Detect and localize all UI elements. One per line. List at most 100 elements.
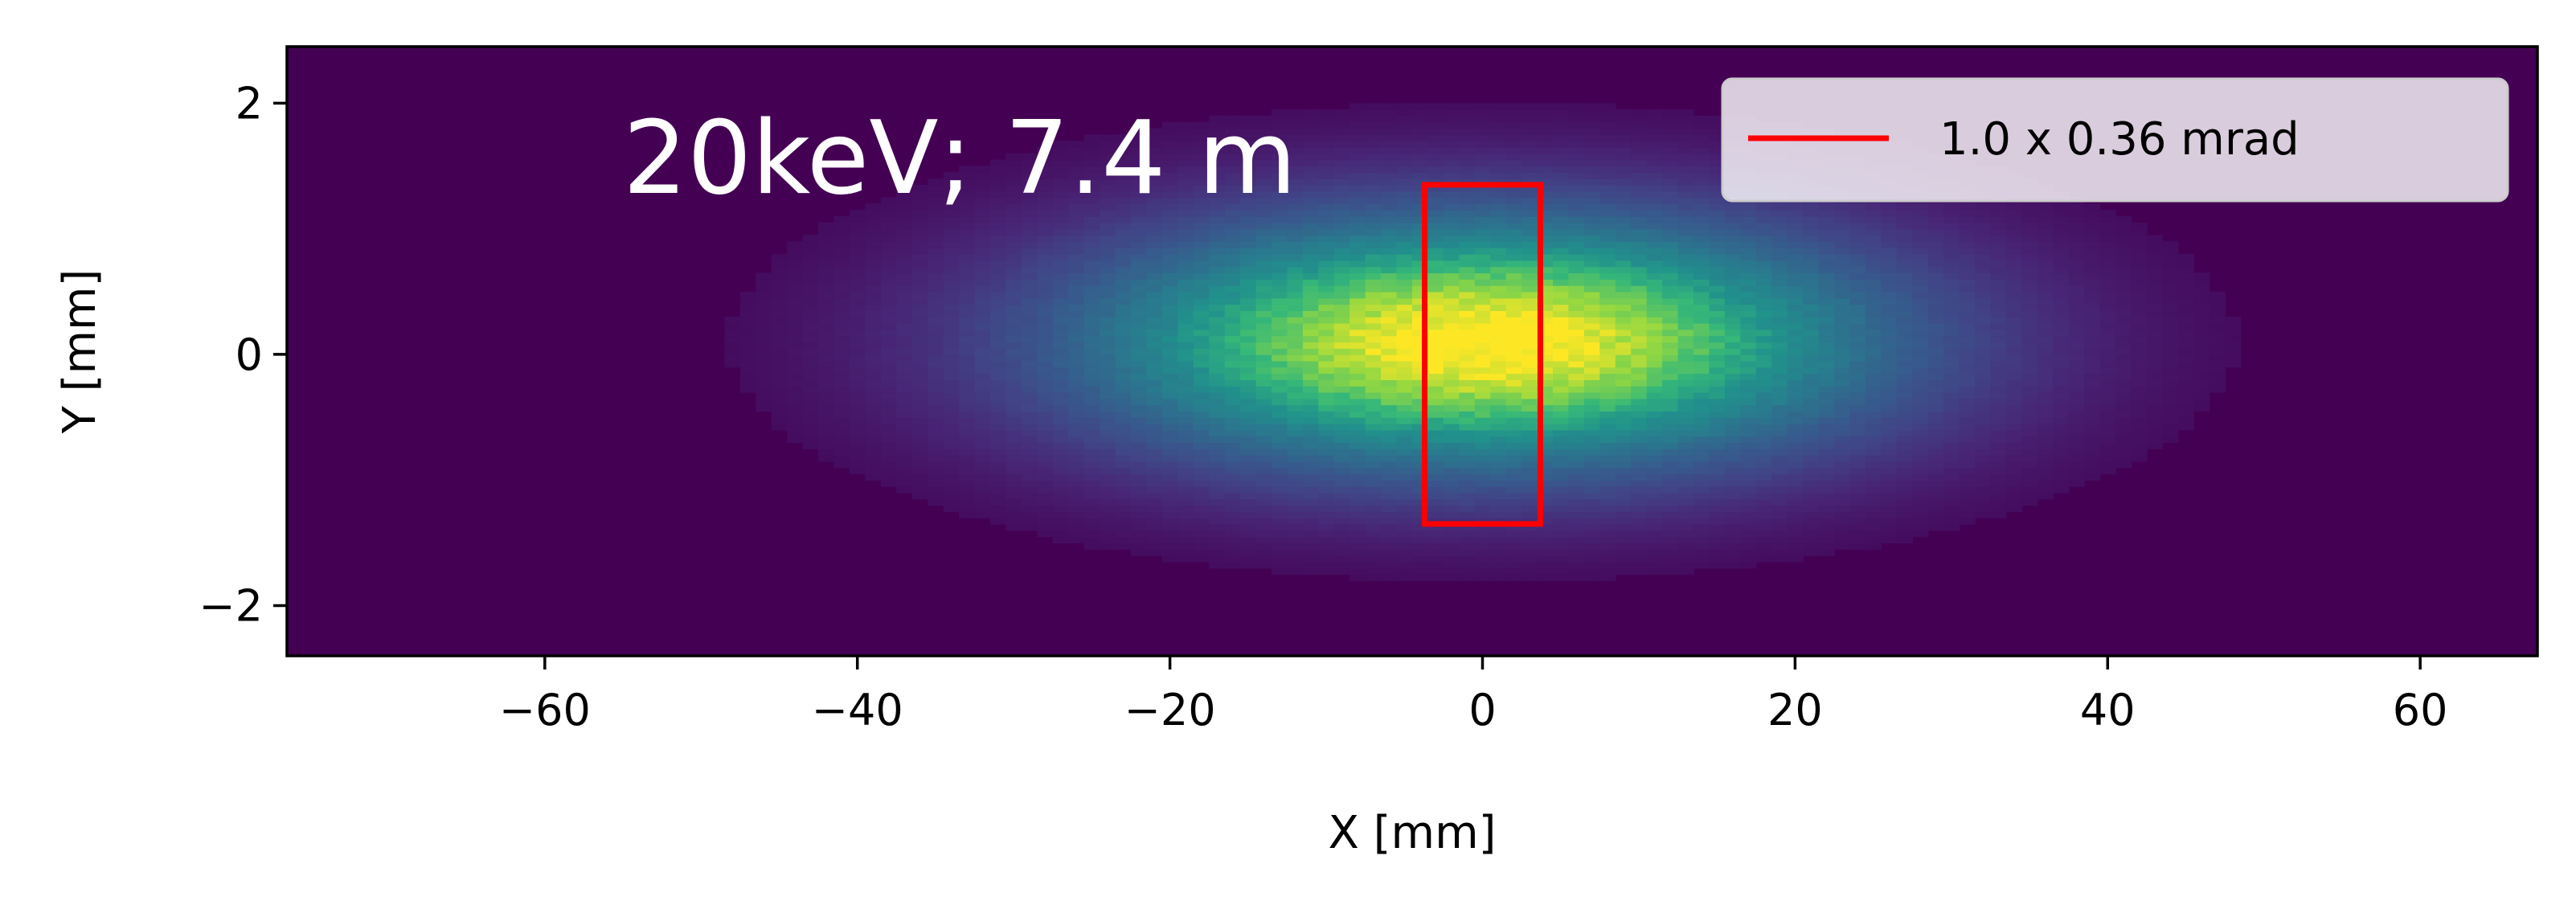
heatmap-cell — [1068, 530, 1085, 538]
heatmap-cell — [1865, 461, 1882, 469]
heatmap-cell — [1272, 379, 1288, 387]
heatmap-cell — [1896, 473, 1913, 481]
heatmap-cell — [1083, 134, 1100, 141]
heatmap-cell — [1100, 404, 1116, 412]
heatmap-cell — [1553, 166, 1570, 174]
heatmap-cell — [1803, 391, 1820, 399]
heatmap-cell — [1615, 317, 1632, 324]
heatmap-cell — [1693, 197, 1710, 205]
heatmap-cell — [1177, 505, 1194, 513]
heatmap-cell — [959, 348, 976, 355]
heatmap-cell — [1318, 511, 1335, 518]
heatmap-cell — [1865, 518, 1882, 525]
heatmap-cell — [1021, 210, 1038, 217]
heatmap-cell — [1396, 567, 1413, 575]
heatmap-cell — [1521, 366, 1538, 375]
heatmap-cell — [943, 467, 960, 475]
heatmap-cell — [1646, 279, 1663, 286]
heatmap-cell — [1927, 386, 1944, 393]
heatmap-cell — [1287, 317, 1304, 324]
heatmap-cell — [1037, 159, 1054, 167]
heatmap-cell — [1865, 360, 1882, 368]
heatmap-cell — [1193, 411, 1210, 418]
heatmap-cell — [1490, 297, 1507, 305]
heatmap-cell — [1333, 329, 1350, 337]
heatmap-cell — [1412, 429, 1429, 437]
heatmap-cell — [1896, 260, 1913, 268]
heatmap-cell — [1568, 241, 1585, 248]
heatmap-cell — [1068, 329, 1085, 337]
heatmap-cell — [1287, 260, 1304, 268]
heatmap-cell — [911, 360, 928, 368]
heatmap-cell — [1052, 322, 1069, 330]
heatmap-cell — [771, 253, 788, 261]
heatmap-cell — [1052, 398, 1069, 406]
heatmap-cell — [724, 317, 741, 324]
heatmap-cell — [1021, 498, 1038, 506]
heatmap-cell — [943, 480, 960, 487]
heatmap-cell — [1677, 322, 1694, 330]
heatmap-cell — [1834, 222, 1851, 230]
heatmap-cell — [1052, 391, 1069, 399]
heatmap-cell — [1740, 411, 1757, 418]
heatmap-cell — [1333, 222, 1350, 230]
heatmap-cell — [1849, 442, 1866, 449]
heatmap-cell — [974, 486, 991, 493]
heatmap-cell — [1365, 511, 1382, 518]
heatmap-cell — [1865, 429, 1882, 437]
heatmap-cell — [1896, 228, 1913, 236]
heatmap-cell — [1224, 266, 1241, 274]
heatmap-cell — [865, 448, 882, 456]
heatmap-cell — [1131, 322, 1148, 330]
heatmap-cell — [1724, 391, 1742, 399]
heatmap-cell — [1803, 549, 1820, 556]
heatmap-cell — [1709, 486, 1726, 493]
heatmap-cell — [1365, 172, 1382, 179]
heatmap-cell — [1443, 266, 1460, 274]
heatmap-cell — [1349, 391, 1366, 399]
heatmap-cell — [1302, 222, 1320, 230]
heatmap-cell — [1068, 473, 1085, 481]
heatmap-cell — [1037, 417, 1054, 424]
heatmap-cell — [1881, 366, 1898, 375]
heatmap-cell — [1755, 536, 1772, 544]
heatmap-cell — [1583, 166, 1601, 174]
heatmap-cell — [959, 391, 976, 399]
heatmap-cell — [1287, 417, 1304, 424]
heatmap-cell — [1568, 228, 1585, 236]
heatmap-cell — [1474, 354, 1491, 362]
heatmap-cell — [990, 511, 1007, 518]
heatmap-cell — [1849, 235, 1866, 242]
heatmap-cell — [1381, 561, 1398, 569]
heatmap-cell — [990, 379, 1007, 387]
heatmap-cell — [1490, 536, 1507, 544]
heatmap-cell — [1037, 448, 1054, 456]
heatmap-cell — [1318, 360, 1335, 368]
heatmap-cell — [1021, 423, 1038, 431]
heatmap-cell — [1834, 417, 1851, 424]
heatmap-cell — [1459, 486, 1476, 493]
heatmap-cell — [1881, 379, 1898, 387]
heatmap-cell — [1865, 228, 1882, 236]
heatmap-cell — [1100, 386, 1116, 393]
heatmap-cell — [1459, 543, 1476, 550]
heatmap-cell — [1365, 391, 1382, 399]
heatmap-cell — [1146, 511, 1163, 518]
heatmap-cell — [1490, 543, 1507, 550]
heatmap-cell — [1771, 279, 1788, 286]
heatmap-cell — [1521, 241, 1538, 248]
heatmap-cell — [1161, 429, 1179, 437]
heatmap-cell — [1443, 492, 1460, 500]
heatmap-cell — [1068, 461, 1085, 469]
heatmap-cell — [1255, 518, 1272, 525]
heatmap-cell — [1709, 291, 1726, 299]
heatmap-cell — [1646, 134, 1663, 141]
heatmap-cell — [1755, 266, 1772, 274]
heatmap-cell — [1193, 342, 1210, 349]
heatmap-cell — [771, 310, 788, 317]
heatmap-cell — [1474, 442, 1491, 449]
heatmap-cell — [974, 235, 991, 242]
heatmap-cell — [1927, 518, 1944, 525]
heatmap-cell — [1240, 486, 1257, 493]
heatmap-cell — [1583, 342, 1601, 349]
